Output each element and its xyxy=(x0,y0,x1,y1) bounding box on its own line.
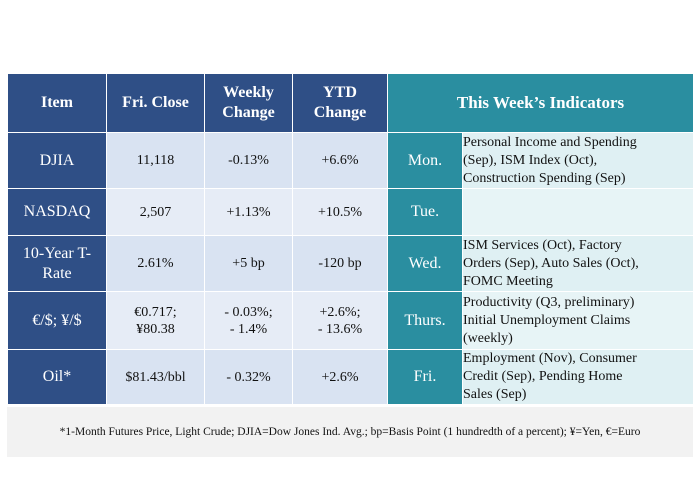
row-item-cell: Oil* xyxy=(7,349,107,405)
indicator-desc-line3: Construction Spending (Sep) xyxy=(463,170,626,186)
header-indicators-label: This Week’s Indicators xyxy=(456,93,625,112)
header-indicators: This Week’s Indicators xyxy=(386,73,695,133)
day-cell: Thurs. xyxy=(387,291,463,350)
weekly-change-cell: +5 bp xyxy=(204,235,293,292)
ytd-change-cell: -120 bp xyxy=(292,235,388,292)
fri-close-cell: 2.61% xyxy=(106,235,205,292)
indicator-desc-cell: ISM Services (Oct), Factory Orders (Sep)… xyxy=(461,235,695,292)
indicator-desc-line2: Credit (Sep), Pending Home xyxy=(463,369,623,384)
ytd-change-value: +6.6% xyxy=(321,153,359,168)
table-row: €/$; ¥/$ €0.717; ¥80.38 - 0.03%; - 1.4% … xyxy=(7,291,695,350)
row-item-label: DJIA xyxy=(39,151,75,169)
header-weekly-change: Weekly Change xyxy=(204,73,293,133)
indicator-desc-cell xyxy=(461,188,695,236)
weekly-change-cell: - 0.32% xyxy=(204,349,293,405)
day-label: Fri. xyxy=(413,368,437,385)
row-item-label: Oil* xyxy=(42,368,72,385)
weekly-change-value: +5 bp xyxy=(232,256,265,271)
row-item-cell: NASDAQ xyxy=(7,188,107,236)
day-label: Thurs. xyxy=(404,311,446,329)
header-ytd-change: YTD Change xyxy=(292,73,388,133)
ytd-change-cell: +6.6% xyxy=(292,132,388,189)
header-ytd-line2: Change xyxy=(313,104,367,121)
header-ytd-line1: YTD xyxy=(323,84,357,101)
row-item-cell: 10-Year T- Rate xyxy=(7,235,107,292)
table-row: DJIA 11,118 -0.13% +6.6% Mon. Personal I… xyxy=(7,132,695,189)
header-fri-close: Fri. Close xyxy=(106,73,205,133)
weekly-change-cell: +1.13% xyxy=(204,188,293,236)
fri-close-value: 11,118 xyxy=(136,153,175,168)
weekly-change-value: - 0.03%; xyxy=(224,304,273,320)
day-label: Mon. xyxy=(407,151,443,169)
fri-close-cell: €0.717; ¥80.38 xyxy=(106,291,205,350)
indicator-desc-line2: Initial Unemployment Claims xyxy=(463,312,631,328)
header-item: Item xyxy=(7,73,107,133)
ytd-change-value-line2: - 13.6% xyxy=(317,321,363,337)
indicator-desc-line3: (weekly) xyxy=(463,330,513,346)
row-item-cell: DJIA xyxy=(7,132,107,189)
fri-close-value-line2: ¥80.38 xyxy=(136,321,175,337)
weekly-change-cell: -0.13% xyxy=(204,132,293,189)
header-weekly-line1: Weekly xyxy=(223,84,274,101)
ytd-change-value: +10.5% xyxy=(317,204,363,220)
day-label: Wed. xyxy=(408,254,442,272)
weekly-change-cell: - 0.03%; - 1.4% xyxy=(204,291,293,350)
indicator-desc-line1: Employment (Nov), Consumer xyxy=(463,351,637,366)
fri-close-value: $81.43/bbl xyxy=(125,369,186,385)
fri-close-cell: 2,507 xyxy=(106,188,205,236)
indicator-desc-cell: Employment (Nov), Consumer Credit (Sep),… xyxy=(461,349,695,405)
ytd-change-value: +2.6% xyxy=(321,369,359,385)
header-weekly-line2: Change xyxy=(222,104,275,121)
table-row: NASDAQ 2,507 +1.13% +10.5% Tue. xyxy=(7,188,695,236)
day-cell: Tue. xyxy=(387,188,463,236)
fri-close-cell: 11,118 xyxy=(106,132,205,189)
day-cell: Fri. xyxy=(387,349,463,405)
weekly-change-value: +1.13% xyxy=(226,204,271,220)
day-label: Tue. xyxy=(410,203,440,220)
header-fri-close-label: Fri. Close xyxy=(122,94,189,111)
indicator-desc-line3: FOMC Meeting xyxy=(463,273,553,289)
header-row: Item Fri. Close Weekly Change YTD Change… xyxy=(7,73,695,133)
footnote-text: *1-Month Futures Price, Light Crude; DJI… xyxy=(59,426,641,438)
market-summary-table: Item Fri. Close Weekly Change YTD Change… xyxy=(7,73,695,405)
indicator-desc-cell: Productivity (Q3, preliminary) Initial U… xyxy=(461,291,695,350)
ytd-change-cell: +2.6%; - 13.6% xyxy=(292,291,388,350)
indicator-desc-line2: Orders (Sep), Auto Sales (Oct), xyxy=(463,255,639,271)
indicator-desc-line1: Personal Income and Spending xyxy=(463,134,637,150)
row-item-label: NASDAQ xyxy=(23,203,91,220)
ytd-change-cell: +2.6% xyxy=(292,349,388,405)
ytd-change-value: +2.6%; xyxy=(319,304,361,320)
day-cell: Mon. xyxy=(387,132,463,189)
table-row: Oil* $81.43/bbl - 0.32% +2.6% Fri. Emplo… xyxy=(7,349,695,405)
indicator-desc-line3: Sales (Sep) xyxy=(463,387,527,402)
market-summary-table-container: Item Fri. Close Weekly Change YTD Change… xyxy=(7,73,695,457)
row-item-label: 10-Year T- xyxy=(22,244,92,262)
table-row: 10-Year T- Rate 2.61% +5 bp -120 bp Wed.… xyxy=(7,235,695,292)
row-item-label-line2: Rate xyxy=(42,264,72,282)
fri-close-value: €0.717; xyxy=(134,304,177,320)
row-item-cell: €/$; ¥/$ xyxy=(7,291,107,350)
header-item-label: Item xyxy=(41,94,73,111)
weekly-change-value: - 0.32% xyxy=(226,369,271,385)
weekly-change-value: -0.13% xyxy=(228,153,269,168)
row-item-label: €/$; ¥/$ xyxy=(32,311,82,329)
indicator-desc-line1: ISM Services (Oct), Factory xyxy=(463,237,622,253)
indicator-desc-line2: (Sep), ISM Index (Oct), xyxy=(463,152,598,168)
ytd-change-value: -120 bp xyxy=(318,256,362,271)
ytd-change-cell: +10.5% xyxy=(292,188,388,236)
indicator-desc-line1: Productivity (Q3, preliminary) xyxy=(463,294,635,310)
fri-close-value: 2,507 xyxy=(139,204,172,220)
day-cell: Wed. xyxy=(387,235,463,292)
weekly-change-value-line2: - 1.4% xyxy=(229,321,268,337)
fri-close-cell: $81.43/bbl xyxy=(106,349,205,405)
footnote: *1-Month Futures Price, Light Crude; DJI… xyxy=(7,407,693,457)
fri-close-value: 2.61% xyxy=(137,256,174,271)
indicator-desc-cell: Personal Income and Spending (Sep), ISM … xyxy=(461,132,695,189)
